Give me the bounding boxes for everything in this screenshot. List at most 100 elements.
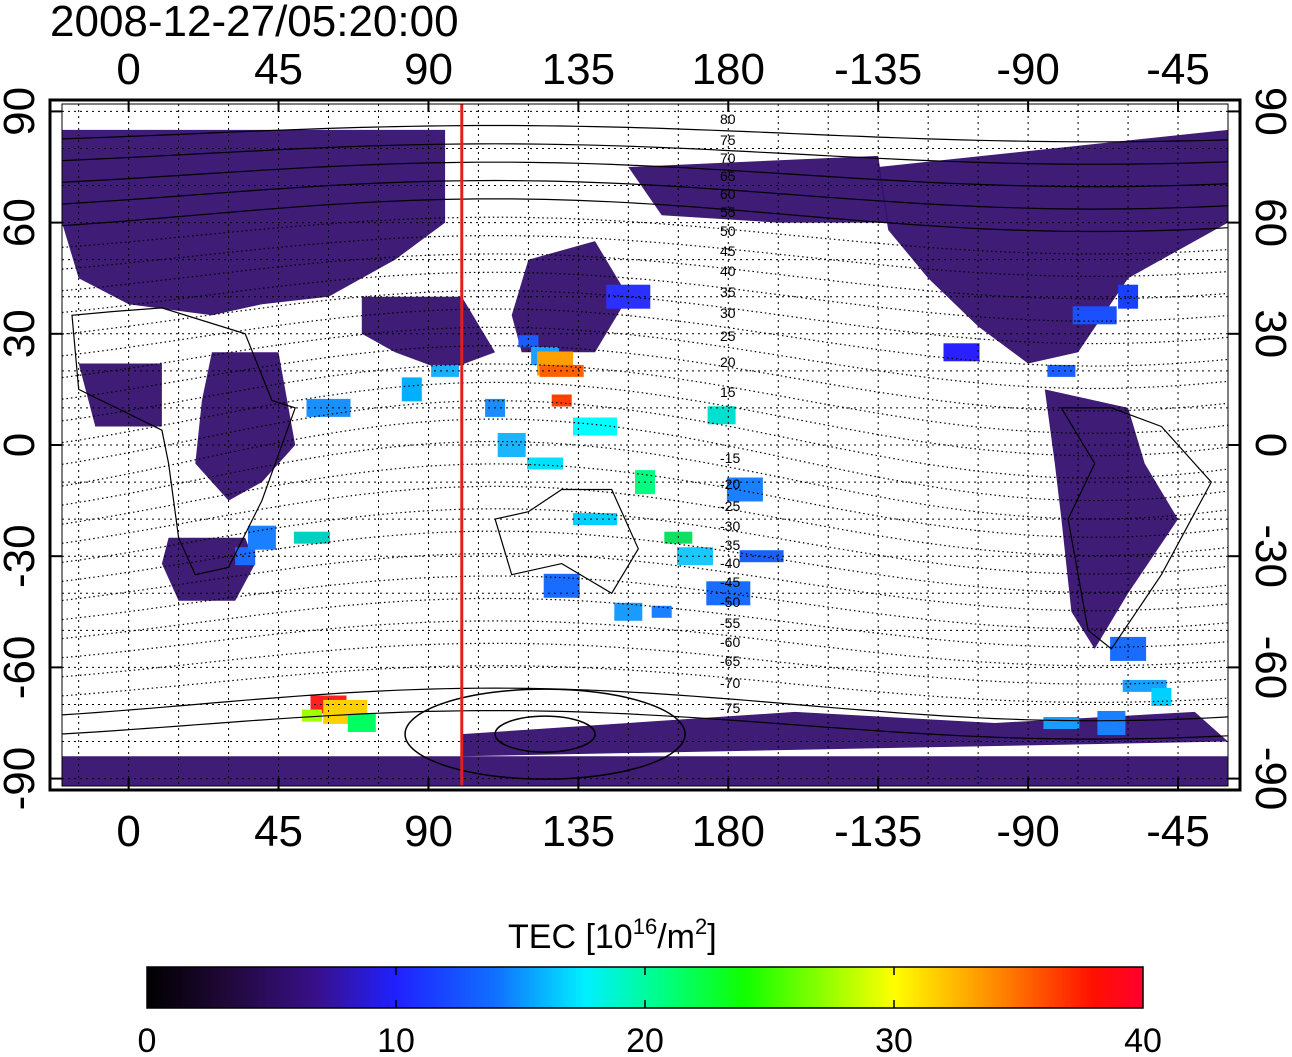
colorbar-ticks: 0 10 20 30 40 (138, 967, 1162, 1057)
mag-contour (61, 597, 1229, 649)
colorbar-title: TEC [1016/m2] (508, 914, 717, 956)
lon-label-bottom: -90 (996, 807, 1060, 856)
coastline (494, 488, 639, 595)
contour-label: -50 (720, 594, 740, 610)
tec-patch (235, 547, 256, 566)
mag-contour (61, 198, 1229, 233)
lat-label-left: 30 (0, 309, 44, 358)
tec-patch (247, 525, 276, 550)
contour-label: 40 (720, 263, 736, 279)
magnetic-latitude-contours (61, 124, 1229, 780)
top-longitude-labels: 0 45 90 135 180 -135 -90 -45 (116, 45, 1209, 94)
contour-label: 45 (720, 243, 736, 259)
colorbar-tick-label: 10 (377, 1022, 415, 1057)
contour-label: -60 (720, 634, 740, 650)
coastline (71, 307, 296, 576)
lon-label-top: -90 (996, 45, 1060, 94)
contour-label: 75 (720, 132, 736, 148)
axis-ticks (50, 100, 1240, 790)
tec-region (511, 241, 629, 353)
lon-label-top: -135 (834, 45, 922, 94)
contour-label: 65 (720, 168, 736, 184)
contour-label: -45 (720, 574, 740, 590)
contour-label: -25 (720, 498, 740, 514)
colorbar-tick-label: 40 (1124, 1022, 1162, 1057)
lon-label-bottom: 45 (254, 807, 303, 856)
contour-label: -70 (720, 675, 740, 691)
contour-label: 50 (720, 223, 736, 239)
coastlines (71, 307, 1213, 650)
contour-label: -55 (720, 615, 740, 631)
contour-label: 15 (720, 384, 736, 400)
tec-patch (726, 477, 763, 502)
lon-label-bottom: -135 (834, 807, 922, 856)
lon-label-bottom: 135 (542, 807, 615, 856)
mag-contour (61, 463, 1229, 538)
lat-label-left: -90 (0, 747, 44, 811)
tec-patch (543, 573, 580, 598)
tec-region (878, 129, 1228, 364)
mag-contour (61, 143, 1229, 165)
tec-region (62, 756, 1228, 786)
lat-label-left: 60 (0, 198, 44, 247)
lon-label-bottom: 0 (116, 807, 140, 856)
lat-label-right: -90 (1246, 747, 1292, 811)
coastline (1060, 407, 1213, 650)
contour-label: -15 (720, 450, 740, 466)
lon-label-bottom: 180 (692, 807, 765, 856)
contour-label: 60 (720, 186, 736, 202)
mag-contour (61, 179, 1229, 210)
tec-patch (518, 335, 539, 348)
lon-label-top: 90 (404, 45, 453, 94)
tec-patch (551, 394, 572, 407)
colorbar-tick-label: 30 (875, 1022, 913, 1057)
tec-patch (306, 398, 351, 417)
lat-label-right: -60 (1246, 636, 1292, 700)
tec-patch (1097, 711, 1126, 735)
tec-region (628, 155, 889, 223)
mag-pole-contour (404, 688, 686, 780)
lat-label-right: -30 (1246, 524, 1292, 588)
lat-label-left: -30 (0, 524, 44, 588)
lat-label-right: 90 (1246, 87, 1292, 136)
tec-patch (1047, 364, 1076, 377)
tec-patch (431, 364, 460, 377)
mag-contour (61, 289, 1229, 345)
contour-label: -40 (720, 555, 740, 571)
lat-label-right: 30 (1246, 309, 1292, 358)
contour-label: -75 (720, 700, 740, 716)
contour-label: 80 (720, 111, 736, 127)
tec-patch (527, 457, 564, 470)
mag-contour (61, 271, 1229, 322)
contour-label: -30 (720, 518, 740, 534)
tec-patch (573, 513, 617, 526)
lon-label-top: 135 (542, 45, 615, 94)
lon-label-top: 45 (254, 45, 303, 94)
tec-patch (707, 406, 736, 425)
colorbar-tick-label: 0 (138, 1022, 157, 1057)
lon-label-bottom: -45 (1146, 807, 1210, 856)
contour-label: -35 (720, 537, 740, 553)
contour-label: 35 (720, 284, 736, 300)
mag-contour (61, 124, 1229, 143)
tec-patch (651, 605, 672, 618)
lat-label-right: 0 (1246, 433, 1292, 457)
tec-patch (497, 433, 526, 457)
tec-patch (739, 550, 784, 563)
mag-contour (61, 161, 1229, 188)
tec-region (195, 352, 296, 501)
right-latitude-labels: 90 60 30 0 -30 -60 -90 (1246, 87, 1292, 810)
tec-patch (1072, 306, 1117, 325)
mag-contour (61, 687, 1229, 722)
map-panel: 80 75 70 65 60 55 50 45 40 35 30 25 20 15 -15 -20 -25 -30… (48, 98, 1242, 792)
lat-label-left: 0 (0, 433, 44, 457)
contour-label: 55 (720, 204, 736, 220)
mag-contour (61, 575, 1229, 630)
contour-label: -20 (720, 476, 740, 492)
tec-patch (677, 547, 713, 566)
tec-patch (614, 602, 643, 621)
timestamp-title: 2008-12-27/05:20:00 (50, 0, 459, 46)
lat-label-left: 90 (0, 87, 44, 136)
contour-label: 30 (720, 305, 736, 321)
